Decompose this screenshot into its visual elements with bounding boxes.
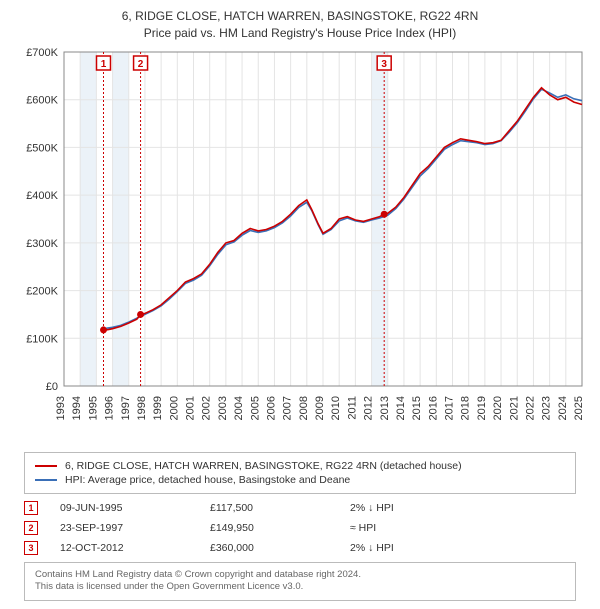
event-row-date: 12-OCT-2012 — [60, 542, 210, 554]
x-tick-label: 2005 — [249, 396, 261, 420]
x-tick-label: 2017 — [444, 396, 456, 420]
y-tick-label: £200K — [26, 285, 58, 297]
x-tick-label: 2004 — [233, 396, 245, 420]
x-tick-label: 1995 — [87, 396, 99, 420]
chart-plot-area: £0 £100K £200K £300K £400K £500K £600K £700K 199… — [10, 46, 590, 446]
event-row: 2 23-SEP-1997£149,950≈ HPI — [24, 518, 576, 538]
event-row-price: £149,950 — [210, 522, 350, 534]
event-dot — [100, 326, 107, 333]
x-tick-label: 2011 — [346, 396, 358, 420]
attribution-line2: This data is licensed under the Open Gov… — [35, 581, 565, 594]
x-tick-label: 2018 — [460, 396, 472, 420]
x-tick-label: 2021 — [508, 396, 520, 420]
legend-swatch — [35, 465, 57, 467]
legend-item: HPI: Average price, detached house, Basi… — [35, 473, 565, 487]
chart-title-line2: Price paid vs. HM Land Registry's House … — [0, 25, 600, 42]
attribution-line1: Contains HM Land Registry data © Crown c… — [35, 569, 565, 582]
x-tick-label: 1994 — [71, 396, 83, 420]
legend-item: 6, RIDGE CLOSE, HATCH WARREN, BASINGSTOK… — [35, 459, 565, 473]
event-row-badge: 1 — [24, 501, 38, 515]
event-badge-number: 1 — [101, 59, 107, 70]
y-tick-label: £300K — [26, 237, 58, 249]
event-row-date: 09-JUN-1995 — [60, 502, 210, 514]
y-tick-label: £100K — [26, 333, 58, 345]
event-row-price: £117,500 — [210, 502, 350, 514]
event-row-delta: 2% ↓ HPI — [350, 502, 576, 514]
x-tick-label: 2006 — [265, 396, 277, 420]
x-tick-label: 2003 — [217, 396, 229, 420]
x-tick-label: 2010 — [330, 396, 342, 420]
event-row-delta: 2% ↓ HPI — [350, 542, 576, 554]
x-tick-label: 2022 — [524, 396, 536, 420]
y-tick-label: £400K — [26, 190, 58, 202]
chart-container: 6, RIDGE CLOSE, HATCH WARREN, BASINGSTOK… — [0, 0, 600, 601]
x-tick-label: 1993 — [55, 396, 67, 420]
x-tick-label: 2020 — [492, 396, 504, 420]
event-badge-number: 2 — [138, 59, 144, 70]
x-tick-label: 2009 — [314, 396, 326, 420]
x-tick-label: 2015 — [411, 396, 423, 420]
y-tick-label: £700K — [26, 47, 58, 59]
event-row-price: £360,000 — [210, 542, 350, 554]
legend-label: HPI: Average price, detached house, Basi… — [65, 474, 350, 486]
x-tick-label: 2025 — [573, 396, 585, 420]
x-tick-label: 1996 — [104, 396, 116, 420]
x-tick-label: 2019 — [476, 396, 488, 420]
event-dot — [137, 311, 144, 318]
x-tick-label: 1998 — [136, 396, 148, 420]
x-tick-label: 1999 — [152, 396, 164, 420]
events-table: 109-JUN-1995£117,5002% ↓ HPI223-SEP-1997… — [24, 498, 576, 558]
legend-label: 6, RIDGE CLOSE, HATCH WARREN, BASINGSTOK… — [65, 460, 462, 472]
event-dot — [381, 210, 388, 217]
event-row-delta: ≈ HPI — [350, 522, 576, 534]
highlight-band — [80, 52, 96, 386]
event-badge-number: 3 — [381, 59, 387, 70]
x-tick-label: 2013 — [379, 396, 391, 420]
highlight-band — [113, 52, 129, 386]
x-tick-label: 2012 — [363, 396, 375, 420]
chart-titles: 6, RIDGE CLOSE, HATCH WARREN, BASINGSTOK… — [0, 0, 600, 46]
x-tick-label: 2007 — [282, 396, 294, 420]
event-row: 1 09-JUN-1995£117,5002% ↓ HPI — [24, 498, 576, 518]
x-tick-label: 2001 — [185, 396, 197, 420]
attribution-box: Contains HM Land Registry data © Crown c… — [24, 562, 576, 602]
x-tick-label: 2023 — [541, 396, 553, 420]
x-tick-label: 2008 — [298, 396, 310, 420]
chart-title-line1: 6, RIDGE CLOSE, HATCH WARREN, BASINGSTOK… — [0, 8, 600, 25]
event-row: 3 12-OCT-2012£360,0002% ↓ HPI — [24, 538, 576, 558]
x-tick-label: 1997 — [120, 396, 132, 420]
event-row-date: 23-SEP-1997 — [60, 522, 210, 534]
x-tick-label: 2000 — [168, 396, 180, 420]
legend-swatch — [35, 479, 57, 481]
y-tick-label: £0 — [46, 381, 58, 393]
event-row-badge: 2 — [24, 521, 38, 535]
event-row-badge: 3 — [24, 541, 38, 555]
y-tick-label: £600K — [26, 94, 58, 106]
legend: 6, RIDGE CLOSE, HATCH WARREN, BASINGSTOK… — [24, 452, 576, 494]
x-tick-label: 2024 — [557, 396, 569, 420]
y-tick-label: £500K — [26, 142, 58, 154]
x-tick-label: 2014 — [395, 396, 407, 420]
x-tick-label: 2002 — [201, 396, 213, 420]
x-tick-label: 2016 — [427, 396, 439, 420]
line-chart-svg: £0 £100K £200K £300K £400K £500K £600K £700K 199… — [10, 46, 590, 446]
